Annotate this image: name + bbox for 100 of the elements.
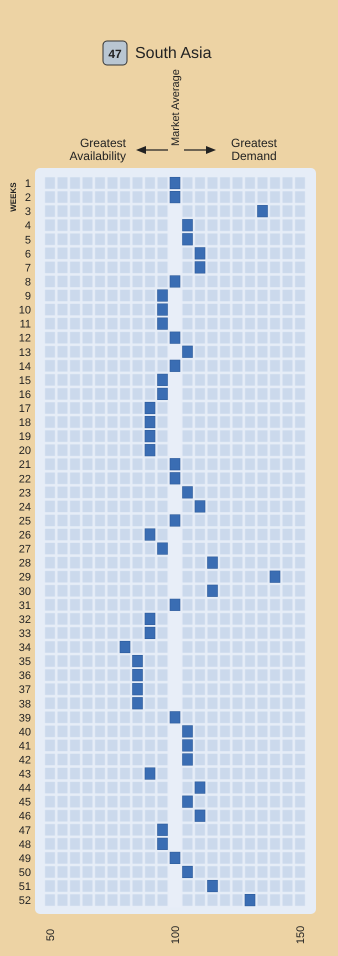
- y-tick-label: 9: [24, 290, 31, 303]
- y-tick-label: 4: [24, 220, 31, 232]
- y-tick-label: 38: [18, 698, 31, 710]
- y-tick-label: 11: [20, 318, 31, 331]
- point: [182, 346, 193, 358]
- point: [270, 570, 280, 583]
- y-tick-label: 51: [18, 881, 31, 894]
- y-tick-label: 37: [18, 684, 31, 696]
- point: [132, 697, 143, 710]
- chart-title: South Asia: [135, 45, 212, 62]
- point: [170, 472, 180, 484]
- point: [157, 374, 168, 386]
- x-tick-label: 150: [295, 926, 307, 944]
- y-tick-label: 17: [18, 402, 31, 415]
- y-tick-label: 48: [18, 838, 31, 851]
- y-tick-label: 40: [18, 726, 31, 738]
- point: [182, 739, 193, 752]
- y-tick-label: 44: [18, 782, 31, 795]
- point: [257, 205, 268, 218]
- point: [170, 598, 180, 611]
- point: [194, 810, 206, 822]
- point: [157, 303, 168, 316]
- point: [144, 430, 156, 442]
- point: [120, 640, 130, 654]
- point: [170, 191, 180, 204]
- point: [182, 796, 193, 808]
- text: Greatest Availability: [70, 136, 127, 163]
- point: [194, 500, 206, 512]
- point: [194, 782, 206, 794]
- point: [194, 261, 206, 274]
- y-tick-label: 20: [18, 445, 31, 458]
- y-tick-label: 36: [18, 670, 31, 682]
- point: [182, 486, 193, 498]
- text: Greatest Demand: [230, 136, 278, 163]
- y-tick-label: 50: [18, 866, 31, 879]
- point: [194, 247, 206, 260]
- y-tick-label: 42: [18, 754, 31, 766]
- point: [132, 654, 143, 668]
- point: [144, 767, 156, 780]
- point: [157, 542, 168, 555]
- y-tick-label: 26: [18, 530, 31, 542]
- y-tick-label: 24: [18, 501, 31, 514]
- point: [170, 360, 180, 372]
- y-tick-label: 6: [24, 248, 31, 260]
- point: [182, 753, 193, 766]
- point: [207, 880, 218, 892]
- y-tick-label: 21: [18, 459, 31, 472]
- y-tick-label: 25: [18, 515, 31, 528]
- y-tick-label: 35: [18, 656, 31, 668]
- point: [170, 332, 180, 344]
- y-tick-label: 22: [18, 473, 31, 486]
- x-tick-label: 100: [170, 926, 182, 944]
- y-tick-label: 3: [24, 206, 31, 218]
- point: [182, 233, 193, 246]
- y-tick-label: 31: [18, 600, 31, 612]
- point: [132, 683, 143, 696]
- y-tick-label: 43: [18, 768, 31, 781]
- y-tick-label: 46: [18, 810, 31, 823]
- point: [157, 838, 168, 850]
- y-tick-label: 29: [18, 572, 31, 584]
- point: [207, 584, 218, 597]
- y-tick-label: 5: [24, 234, 31, 246]
- y-tick-label: 49: [18, 852, 31, 865]
- y-tick-label: 28: [18, 558, 31, 570]
- point: [144, 626, 156, 640]
- point: [170, 711, 180, 724]
- point: [182, 219, 193, 232]
- point: [144, 612, 156, 625]
- point: [170, 852, 180, 864]
- y-tick-label: 47: [18, 824, 31, 837]
- y-tick-label: 8: [24, 276, 31, 288]
- y-tick-label: 19: [18, 431, 31, 444]
- point: [170, 275, 180, 288]
- y-tick-label: 10: [18, 304, 31, 317]
- y-tick-label: 32: [18, 614, 31, 626]
- point: [207, 556, 218, 569]
- y-tick-label: 33: [18, 628, 31, 640]
- y-tick-label: 12: [18, 332, 31, 345]
- x-tick-label: 50: [45, 928, 57, 942]
- y-tick-label: 18: [18, 417, 31, 430]
- y-tick-label: 30: [18, 586, 31, 598]
- point: [170, 458, 180, 470]
- point: [144, 402, 156, 414]
- y-tick-label: 14: [18, 360, 31, 373]
- number-badge: 47: [102, 40, 128, 66]
- point: [157, 824, 168, 836]
- point: [244, 894, 256, 906]
- y-tick-label: 45: [18, 796, 31, 809]
- point: [157, 388, 168, 400]
- point: [157, 318, 168, 330]
- point: [144, 444, 156, 456]
- y-tick-label: 13: [18, 346, 31, 359]
- y-tick-label: 16: [18, 388, 31, 401]
- point: [144, 528, 156, 541]
- point: [182, 866, 193, 878]
- y-tick-label: 1: [24, 178, 31, 190]
- y-tick-label: 52: [18, 895, 31, 908]
- y-tick-label: 27: [18, 544, 31, 556]
- y-tick-label: 2: [24, 192, 31, 204]
- band-label: Market Average: [170, 69, 182, 146]
